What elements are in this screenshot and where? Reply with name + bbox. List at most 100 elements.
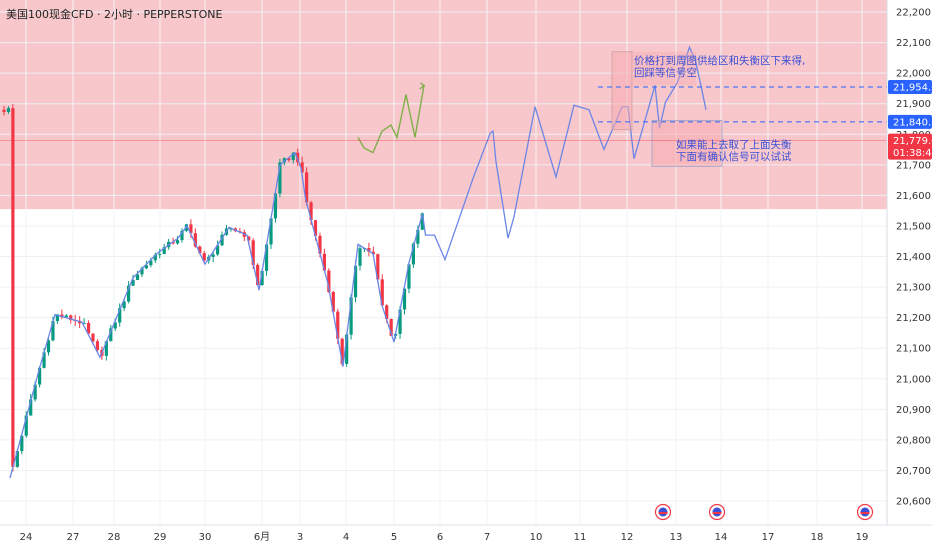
candle-body	[273, 193, 278, 219]
price-tag	[888, 80, 932, 95]
annotation-text: 价格打到周图供给区和失衡区下来得,	[634, 54, 805, 67]
candle-body	[269, 218, 273, 245]
x-tick-label: 6月	[254, 531, 270, 543]
candle-body	[389, 318, 393, 336]
x-tick-label: 24	[20, 532, 33, 543]
forecast-arrow	[419, 82, 426, 90]
x-tick-label: 5	[391, 532, 397, 543]
candle-body	[91, 333, 95, 342]
x-tick-label: 12	[621, 532, 634, 543]
x-tick-label: 10	[530, 532, 543, 543]
candle-body	[407, 264, 411, 289]
candle-body	[340, 338, 344, 364]
candle-body	[162, 247, 166, 255]
candle-body	[336, 311, 340, 339]
y-tick-label: 22,100.0	[896, 38, 932, 49]
price-tag-label: 21,779.0	[893, 136, 932, 147]
price-tag-label: 21,954.6	[893, 83, 932, 94]
x-tick-label: 11	[574, 532, 587, 543]
y-tick-label: 21,700.0	[896, 160, 932, 171]
candle-body	[385, 305, 389, 319]
candle-body	[135, 274, 140, 281]
x-tick-label: 19	[856, 532, 869, 543]
candle-body	[296, 152, 300, 163]
candle-body	[282, 158, 286, 163]
event-flag-stripe	[712, 512, 722, 514]
x-tick-label: 13	[670, 532, 683, 543]
candle-body	[6, 108, 11, 112]
y-tick-label: 21,200.0	[896, 313, 932, 324]
y-tick-label: 21,900.0	[896, 99, 932, 110]
price-tag	[888, 133, 932, 160]
candle-body	[380, 279, 384, 306]
supply-zone-layer	[0, 0, 887, 210]
y-tick-label: 20,700.0	[896, 466, 932, 477]
candle-body	[287, 158, 291, 161]
forecast-path	[357, 85, 425, 154]
candle-body	[416, 229, 420, 244]
event-flag-icon	[654, 503, 672, 521]
annotation-text: 回踩等信号空	[634, 66, 697, 79]
candle-body	[376, 254, 380, 280]
x-tick-label: 17	[762, 532, 775, 543]
supply-zone	[0, 0, 887, 210]
candle-body	[86, 323, 91, 334]
candle-body	[318, 235, 322, 254]
candle-body	[158, 254, 162, 256]
candle-body	[127, 285, 131, 302]
candle-body	[309, 202, 313, 221]
candle-body	[211, 254, 215, 257]
candle-body	[420, 213, 424, 230]
drawings-layer: 价格打到周图供给区和失衡区下来得,回踩等信号空如果能上去取了上面失衡下面有确认信…	[0, 45, 887, 479]
x-tick-label: 29	[154, 532, 167, 543]
event-flag-icon	[708, 503, 726, 521]
candle-body	[331, 292, 335, 312]
candle-body	[11, 108, 15, 467]
candle-body	[198, 246, 202, 254]
y-tick-label: 22,200.0	[896, 8, 932, 19]
candle-body	[64, 315, 68, 318]
candle-body	[20, 435, 24, 452]
x-tick-label: 4	[343, 532, 349, 543]
y-tick-label: 22,000.0	[896, 69, 932, 80]
candle-body	[353, 265, 358, 298]
candle-body	[278, 162, 282, 194]
event-flag-stripe	[658, 512, 668, 514]
y-tick-label: 21,400.0	[896, 252, 932, 263]
candle-body	[300, 162, 304, 173]
y-tick-label: 21,600.0	[896, 191, 932, 202]
candle-body	[38, 367, 42, 385]
price-tag	[888, 114, 932, 129]
time-axis[interactable]: 24 27 28 29 30 6月 3 4 5 6 7 10 11 12 13 14 17 18 19	[0, 503, 932, 544]
price-tag-countdown: 01:38:46	[893, 148, 932, 159]
lower-zone-box	[651, 120, 723, 167]
candle-body	[189, 224, 193, 234]
y-tick-label: 20,900.0	[896, 405, 932, 416]
y-tick-label: 20,600.0	[896, 497, 932, 508]
y-tick-label: 20,800.0	[896, 435, 932, 446]
y-tick-label: 21,300.0	[896, 283, 932, 294]
candle-body	[109, 328, 113, 342]
candle-body	[55, 314, 59, 322]
candle-body	[180, 230, 184, 241]
x-tick-label: 30	[199, 532, 212, 543]
candle-body	[104, 341, 108, 356]
candle-body	[264, 244, 269, 271]
candle-body	[305, 172, 309, 203]
upper-zone-box	[611, 51, 633, 131]
price-axis[interactable]: 22,200.022,100.022,000.021,900.021,800.0…	[886, 0, 932, 525]
candle-body	[260, 270, 264, 285]
candle-body	[193, 233, 197, 247]
y-tick-label: 21,100.0	[896, 344, 932, 355]
candle-body	[153, 254, 157, 261]
candle-body	[345, 334, 349, 364]
candle-body	[251, 240, 255, 265]
upper-zone-extension	[632, 51, 696, 86]
x-tick-label: 18	[811, 532, 824, 543]
candle-body	[313, 220, 318, 236]
y-tick-label: 21,000.0	[896, 374, 932, 385]
candle-body	[69, 315, 73, 321]
candle-body	[29, 399, 33, 416]
